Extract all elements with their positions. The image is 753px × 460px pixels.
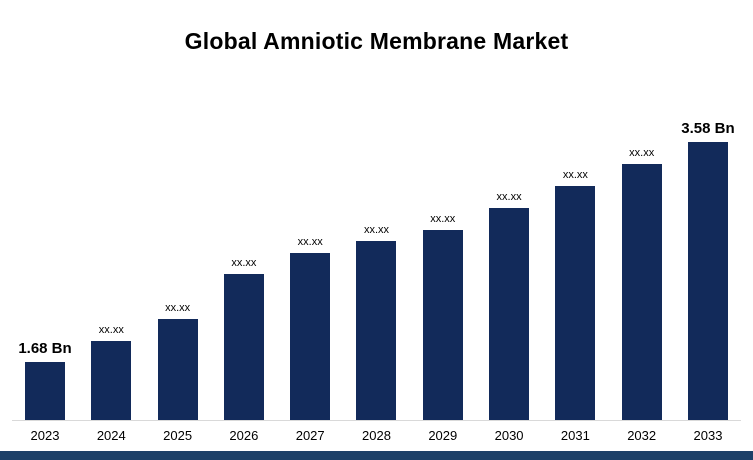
- x-tick-column: 2029: [410, 421, 476, 443]
- bar-value-label: xx.xx: [629, 147, 655, 159]
- bar-value-label: xx.xx: [297, 236, 323, 248]
- x-tick-column: 2023: [12, 421, 78, 443]
- x-tick-column: 2026: [211, 421, 277, 443]
- bar-value-label: xx.xx: [98, 324, 124, 336]
- bar-column-2032: xx.xx: [609, 116, 675, 420]
- bar-column-2031: xx.xx: [542, 116, 608, 420]
- x-tick-column: 2027: [277, 421, 343, 443]
- x-tick-column: 2033: [675, 421, 741, 443]
- bar-value-label: xx.xx: [363, 224, 390, 236]
- bar-value-label: 1.68 Bn: [18, 340, 72, 357]
- x-axis-labels: 2023 2024 2025 2026 2027 2028 2029 2030 2031 2032…: [12, 421, 741, 443]
- bar-value-label: xx.xx: [562, 169, 588, 181]
- bar-2033: [687, 142, 728, 420]
- x-tick-label-2028: 2028: [362, 428, 391, 443]
- bar-column-2028: xx.xx: [343, 116, 409, 420]
- bar-value-label: 3.58 Bn: [681, 120, 735, 137]
- bar-2024: [91, 341, 132, 420]
- bar-2026: [223, 274, 264, 420]
- x-tick-column: 2030: [476, 421, 542, 443]
- bar-column-2027: xx.xx: [277, 116, 343, 420]
- x-tick-column: 2024: [78, 421, 144, 443]
- bar-2023: [24, 362, 65, 420]
- bar-stack: xx.xx: [621, 116, 662, 420]
- bar-2030: [489, 208, 530, 420]
- x-tick-label-2027: 2027: [295, 428, 325, 443]
- bar-stack: xx.xx: [91, 116, 132, 420]
- bar-2031: [555, 186, 596, 420]
- x-tick-label-2029: 2029: [428, 428, 458, 443]
- bar-stack: xx.xx: [422, 116, 463, 420]
- bar-stack: xx.xx: [489, 116, 530, 420]
- x-tick-column: 2032: [609, 421, 675, 443]
- bar-column-2025: xx.xx: [145, 116, 211, 420]
- bar-stack: xx.xx: [555, 116, 596, 420]
- x-tick-label-2024: 2024: [96, 428, 126, 443]
- bar-stack: xx.xx: [356, 116, 397, 420]
- x-tick-label-2030: 2030: [494, 428, 524, 443]
- x-tick-label-2032: 2032: [627, 428, 657, 443]
- bar-column-2024: xx.xx: [78, 116, 144, 420]
- bar-column-2030: xx.xx: [476, 116, 542, 420]
- bar-value-label: xx.xx: [165, 302, 191, 314]
- x-tick-label-2025: 2025: [163, 428, 193, 443]
- footer-strip: [0, 451, 753, 460]
- bar-2028: [356, 241, 397, 420]
- x-tick-label-2033: 2033: [693, 428, 723, 443]
- bar-value-label: xx.xx: [496, 191, 522, 203]
- x-axis-line: [12, 420, 741, 421]
- bar-stack: 1.68 Bn: [18, 116, 72, 420]
- bar-2025: [157, 319, 198, 420]
- x-tick-label-2026: 2026: [229, 428, 259, 443]
- bar-column-2026: xx.xx: [211, 116, 277, 420]
- bar-column-2029: xx.xx: [410, 116, 476, 420]
- bar-stack: xx.xx: [157, 116, 198, 420]
- bar-2027: [290, 253, 331, 420]
- x-tick-column: 2025: [145, 421, 211, 443]
- x-tick-column: 2031: [542, 421, 608, 443]
- x-tick-label-2031: 2031: [560, 428, 590, 443]
- bar-stack: xx.xx: [290, 116, 331, 420]
- plot-area: 1.68 Bn xx.xx xx.xx xx.xx xx.xx xx.xx xx.xx xx.…: [12, 116, 741, 446]
- bar-stack: 3.58 Bn: [681, 116, 735, 420]
- x-tick-label-2023: 2023: [30, 428, 60, 443]
- bar-value-label: xx.xx: [231, 257, 257, 269]
- chart-title: Global Amniotic Membrane Market: [184, 28, 569, 54]
- bar-2032: [621, 164, 662, 420]
- bar-column-2023: 1.68 Bn: [12, 116, 78, 420]
- x-tick-column: 2028: [343, 421, 409, 443]
- bars-container: 1.68 Bn xx.xx xx.xx xx.xx xx.xx xx.xx xx.xx xx.…: [12, 116, 741, 420]
- bar-value-label: xx.xx: [430, 213, 456, 225]
- bar-column-2033: 3.58 Bn: [675, 116, 741, 420]
- bar-stack: xx.xx: [223, 116, 264, 420]
- bar-2029: [422, 230, 463, 420]
